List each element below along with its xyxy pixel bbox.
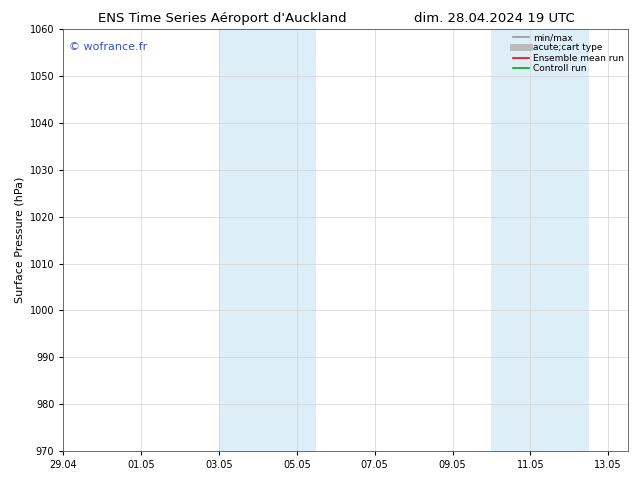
Legend: min/max, acute;cart type, Ensemble mean run, Controll run: min/max, acute;cart type, Ensemble mean … — [512, 31, 626, 75]
Bar — [219, 29, 316, 451]
Text: dim. 28.04.2024 19 UTC: dim. 28.04.2024 19 UTC — [414, 12, 575, 25]
Y-axis label: Surface Pressure (hPa): Surface Pressure (hPa) — [14, 177, 24, 303]
Text: © wofrance.fr: © wofrance.fr — [69, 42, 147, 52]
Text: ENS Time Series Aéroport d'Auckland: ENS Time Series Aéroport d'Auckland — [98, 12, 346, 25]
Bar — [491, 29, 589, 451]
